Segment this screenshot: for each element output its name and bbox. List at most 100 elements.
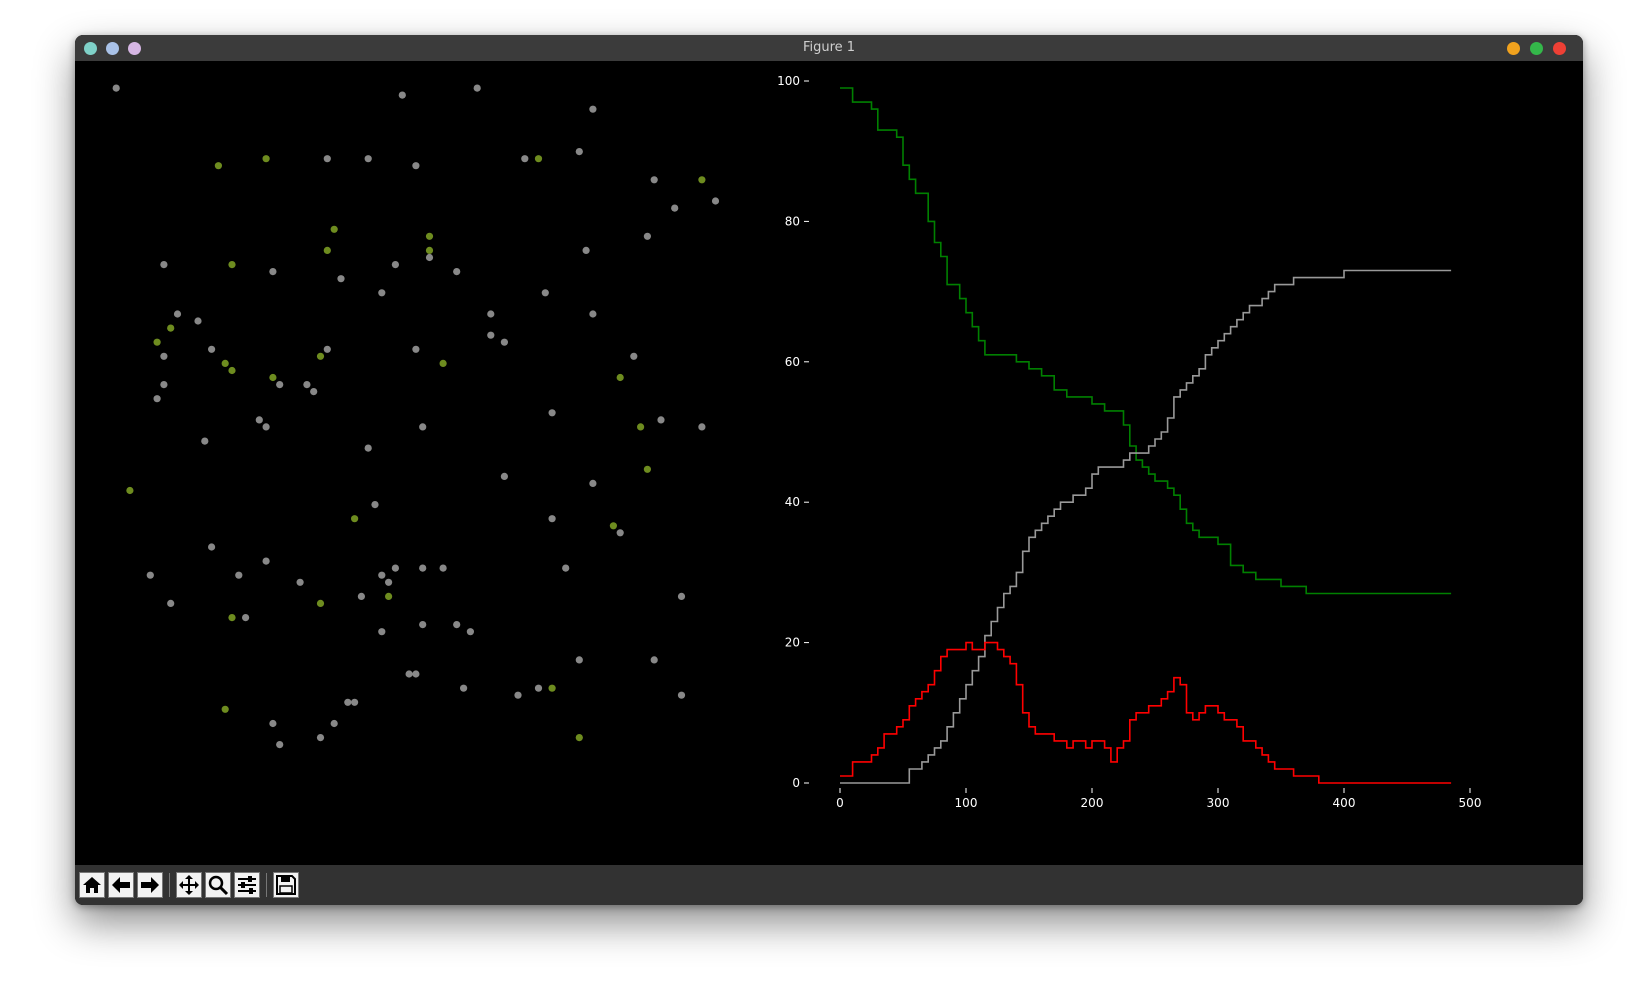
scatter-point-healthy [160,261,168,269]
scatter-point-healthy [276,381,284,389]
navigation-toolbar [75,865,1583,905]
scatter-point-healthy [173,310,182,318]
window-control-left-2[interactable] [106,42,119,55]
scatter-point-healthy [575,656,583,664]
scatter-point-infected [214,162,222,170]
scatter-point-healthy [514,691,522,699]
scatter-point-healthy [562,564,570,572]
scatter-point-healthy [364,444,372,452]
figure-window: Figure 1 0 20 40 60 80 100 0 100 200 300 400 500 [75,35,1583,905]
scatter-point-infected [221,705,229,713]
scatter-point-healthy [453,268,461,276]
window-control-left-3[interactable] [128,42,141,55]
scatter-point-infected [637,423,645,431]
scatter-point-healthy [521,155,529,163]
scatter-point-infected [153,338,161,346]
scatter-point-infected [351,515,359,523]
arrow-right-icon [141,877,159,893]
scatter-point-healthy [194,317,202,325]
floppy-disk-icon [276,875,296,895]
scatter-point-healthy [235,571,243,579]
scatter-point-infected [698,176,706,184]
series-line [840,641,1452,784]
scatter-point-healthy [167,599,175,608]
minimize-button[interactable] [1507,42,1520,55]
scatter-point-healthy [242,614,250,622]
y-tick-label: 60 [785,355,800,369]
scatter-point-healthy [419,423,427,431]
scatter-point-healthy [364,155,372,163]
arrow-left-icon [112,877,130,893]
scatter-point-infected [609,522,618,530]
x-tick-label: 200 [1081,796,1104,810]
scatter-point-healthy [262,557,270,565]
scatter-point-infected [126,486,134,495]
title-bar[interactable]: Figure 1 [75,35,1583,61]
figure-canvas[interactable]: 0 20 40 60 80 100 0 100 200 300 400 500 [75,61,1583,865]
home-button[interactable] [79,872,105,898]
scatter-point-healthy [677,592,686,601]
scatter-point-healthy [548,515,556,523]
zoom-button[interactable] [205,872,231,898]
pan-button[interactable] [176,872,202,898]
scatter-point-healthy [323,155,331,163]
scatter-point-infected [575,734,583,742]
close-button[interactable] [1553,42,1566,55]
scatter-point-healthy [262,423,270,431]
scatter-point-infected [425,232,434,240]
scatter-point-healthy [296,578,304,586]
y-tick-label: 0 [792,776,800,790]
scatter-point-healthy [269,268,277,276]
configure-subplots-button[interactable] [234,872,260,898]
scatter-point-infected [269,373,277,382]
maximize-button[interactable] [1530,42,1543,55]
scatter-point-infected [616,373,624,382]
y-tick-label: 100 [777,74,800,88]
scatter-point-infected [316,599,325,608]
scatter-point-healthy [371,501,379,509]
y-tick-label: 40 [785,495,800,509]
scatter-point-healthy [419,621,427,629]
scatter-point-healthy [412,345,420,353]
scatter-point-healthy [534,684,543,692]
scatter-point-healthy [548,409,556,417]
figure-svg: 0 20 40 60 80 100 0 100 200 300 400 500 [112,74,1481,810]
scatter-point-healthy [357,592,365,601]
scatter-point-healthy [487,310,495,318]
scatter-point-infected [221,359,229,367]
scatter-point-infected [228,614,236,622]
scatter-point-healthy [460,684,468,692]
scatter-point-healthy [405,670,413,678]
forward-button[interactable] [137,872,163,898]
scatter-point-healthy [711,197,720,205]
save-button[interactable] [273,872,299,898]
series-line [840,87,1452,595]
scatter-point-healthy [575,148,583,156]
scatter-point-healthy [412,670,420,678]
scatter-point-healthy [323,345,331,353]
scatter-point-infected [228,261,236,269]
scatter-point-infected [643,465,652,473]
scatter-point-healthy [466,628,474,636]
scatter-point-healthy [419,564,427,572]
scatter-point-healthy [303,381,311,389]
scatter-point-infected [425,246,434,254]
window-title: Figure 1 [802,40,856,55]
scatter-point-healthy [378,628,386,636]
scatter-point-healthy [657,416,665,424]
x-tick-label: 100 [955,796,978,810]
scatter-point-infected [228,366,236,375]
x-tick-label: 300 [1207,796,1230,810]
scatter-point-healthy [391,564,399,572]
scatter-point-healthy [208,345,216,353]
scatter-point-healthy [589,310,597,318]
toolbar-separator [169,873,170,897]
back-button[interactable] [108,872,134,898]
scatter-point-infected [262,155,270,163]
scatter-plot [112,84,720,749]
scatter-point-infected [439,359,447,367]
scatter-point-healthy [378,571,386,579]
scatter-point-healthy [630,352,638,360]
window-control-left-1[interactable] [84,42,97,55]
scatter-point-healthy [487,331,495,339]
